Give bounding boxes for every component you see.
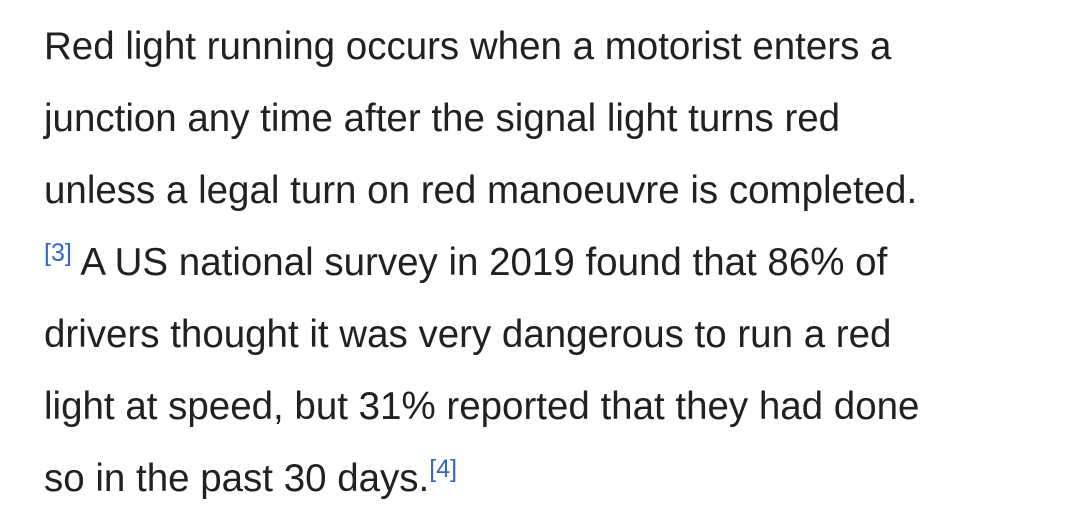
body-text: unless a legal turn on red manoeuvre is …: [44, 169, 918, 212]
body-text: light at speed, but 31% reported that th…: [44, 385, 920, 428]
text-line: Red light running occurs when a motorist…: [44, 11, 891, 83]
text-line: junction any time after the signal light…: [44, 83, 840, 155]
text-line: drivers thought it was very dangerous to…: [44, 299, 891, 371]
citation-link[interactable]: [3]: [44, 239, 72, 267]
body-text: drivers thought it was very dangerous to…: [44, 313, 892, 356]
body-text: Red light running occurs when a motorist…: [44, 25, 892, 68]
text-line: light at speed, but 31% reported that th…: [44, 371, 919, 443]
body-text: so in the past 30 days.: [44, 457, 430, 500]
text-line: [3] A US national survey in 2019 found t…: [44, 227, 887, 299]
text-line: so in the past 30 days.[4]: [44, 443, 457, 515]
body-text: A US national survey in 2019 found that …: [71, 241, 888, 284]
body-text: junction any time after the signal light…: [44, 97, 841, 140]
text-line: unless a legal turn on red manoeuvre is …: [44, 155, 917, 227]
citation-link[interactable]: [4]: [429, 455, 458, 483]
